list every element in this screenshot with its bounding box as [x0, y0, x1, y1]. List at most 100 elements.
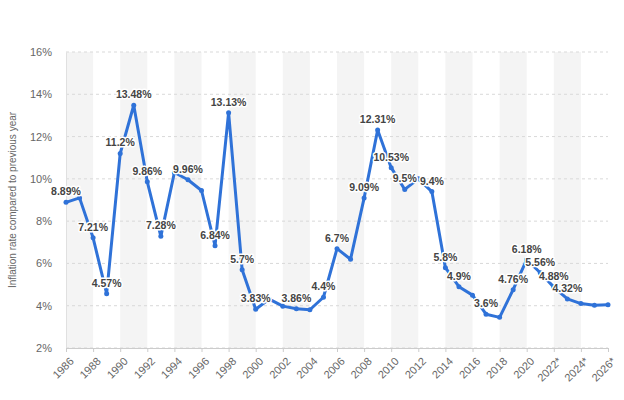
x-tick-mark: [120, 348, 121, 352]
x-tick-mark: [283, 348, 284, 352]
x-tick-mark: [337, 348, 338, 352]
x-tick-label: 1988: [77, 355, 103, 381]
x-tick: 1988: [77, 348, 103, 381]
point: [199, 188, 204, 193]
plot: 2%4%6%8%10%12%14%16%19861988199019921994…: [30, 46, 618, 384]
data-label: 5.56%: [525, 256, 555, 268]
x-tick-mark: [418, 348, 419, 352]
point: [280, 304, 285, 309]
point: [158, 234, 163, 239]
data-label: 4.4%: [311, 280, 336, 292]
x-tick-mark: [581, 348, 582, 352]
data-label: 5.8%: [433, 251, 458, 263]
x-tick-label: 2004: [294, 355, 320, 381]
x-tick-mark: [310, 348, 311, 352]
x-tick: 1996: [186, 348, 212, 381]
x-tick: 1994: [159, 348, 185, 381]
point: [185, 177, 190, 182]
data-label: 13.13%: [211, 96, 247, 108]
x-tick-label: 2026*: [589, 354, 618, 383]
data-label: 4.88%: [539, 270, 569, 282]
x-axis-line: [67, 349, 609, 353]
x-tick: 2012: [402, 348, 428, 381]
x-tick-label: 2010: [375, 355, 401, 381]
x-tick: 2020: [511, 348, 537, 381]
point: [294, 306, 299, 311]
data-label: 4.32%: [552, 282, 582, 294]
x-tick: 2026*: [589, 348, 618, 384]
point: [253, 307, 258, 312]
x-tick: 2002: [267, 348, 293, 381]
data-label: 7.21%: [78, 221, 108, 233]
x-tick-mark: [202, 348, 203, 352]
y-tick: 16%: [30, 46, 66, 58]
x-tick-label: 2016: [457, 355, 483, 381]
chart: 2%4%6%8%10%12%14%16%19861988199019921994…: [0, 0, 624, 400]
data-label: 4.57%: [92, 277, 122, 289]
x-tick: 1986: [50, 348, 76, 381]
point: [389, 165, 394, 170]
band: [337, 52, 364, 348]
y-tick-label: 8%: [36, 215, 52, 227]
x-tick: 2018: [484, 348, 510, 381]
x-tick-label: 2008: [348, 355, 374, 381]
x-tick-label: 2012: [402, 355, 428, 381]
point: [91, 235, 96, 240]
y-tick: 10%: [30, 173, 66, 185]
data-label: 9.5%: [393, 172, 418, 184]
x-axis: 1986198819901992199419961998200020022004…: [50, 348, 618, 384]
x-tick: 2010: [375, 348, 401, 381]
point: [240, 267, 245, 272]
point: [213, 243, 218, 248]
x-tick-label: 1998: [213, 355, 239, 381]
grid-line: [66, 136, 608, 137]
point: [335, 246, 340, 251]
point: [511, 287, 516, 292]
band: [174, 52, 201, 348]
x-tick-mark: [66, 348, 67, 352]
data-label: 12.31%: [360, 113, 396, 125]
bands: [66, 52, 581, 348]
x-tick: 2024*: [562, 348, 591, 384]
x-tick-mark: [364, 348, 365, 352]
x-tick-mark: [256, 348, 257, 352]
x-tick-mark: [554, 348, 555, 352]
x-tick-label: 2002: [267, 355, 293, 381]
data-labels: 8.89%7.21%4.57%11.2%13.48%9.86%7.28%9.96…: [51, 88, 583, 309]
point: [362, 196, 367, 201]
x-tick-label: 2020: [511, 355, 537, 381]
x-tick-mark: [608, 348, 609, 352]
grid-line: [66, 305, 608, 306]
point: [578, 301, 583, 306]
point: [118, 151, 123, 156]
x-tick-label: 1994: [159, 355, 185, 381]
x-tick-label: 2000: [240, 355, 266, 381]
point: [348, 257, 353, 262]
data-label: 5.7%: [230, 253, 255, 265]
x-tick: 2008: [348, 348, 374, 381]
data-label: 3.83%: [241, 292, 271, 304]
y-tick: 6%: [36, 257, 66, 269]
data-label: 9.09%: [349, 181, 379, 193]
y-tick-label: 6%: [36, 257, 52, 269]
x-tick-label: 2014: [430, 355, 456, 381]
data-label: 11.2%: [106, 136, 136, 148]
point: [592, 303, 597, 308]
y-axis-title: Inflation rate compared to previous year: [7, 111, 18, 288]
x-tick-label: 1986: [50, 355, 76, 381]
x-tick-mark: [174, 348, 175, 352]
x-tick-mark: [93, 348, 94, 352]
point: [226, 110, 231, 115]
y-tick: 4%: [36, 300, 66, 312]
x-tick: 1998: [213, 348, 239, 381]
point: [321, 295, 326, 300]
x-tick: 2004: [294, 348, 320, 381]
point: [402, 187, 407, 192]
x-tick-label: 2018: [484, 355, 510, 381]
y-tick: 12%: [30, 131, 66, 143]
band: [391, 52, 418, 348]
data-label: 7.28%: [146, 219, 176, 231]
y-tick-label: 12%: [30, 131, 52, 143]
point: [375, 128, 380, 133]
data-label: 9.4%: [420, 175, 445, 187]
